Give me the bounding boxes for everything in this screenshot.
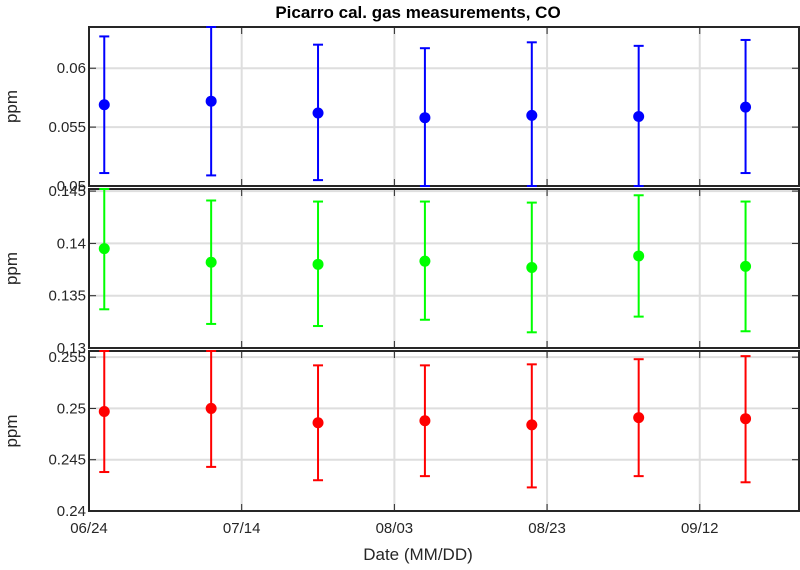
data-point: [98, 243, 110, 255]
data-point: [740, 260, 752, 272]
y-tick-label: 0.145: [48, 183, 86, 200]
panel-3: 0.24 0.245 0.25 0.255 ppm: [2, 349, 800, 520]
data-point: [633, 250, 645, 262]
data-point: [526, 109, 538, 121]
data-point: [205, 402, 217, 414]
data-point: [98, 99, 110, 111]
data-point: [740, 413, 752, 425]
y-axis-label: ppm: [2, 90, 21, 123]
data-point: [526, 261, 538, 273]
plot-area: [89, 189, 799, 348]
x-tick-label: 06/24: [70, 520, 108, 537]
y-tick-label: 0.24: [57, 503, 86, 520]
plot-frame: [88, 26, 800, 187]
data-point: [419, 415, 431, 427]
data-point: [205, 95, 217, 107]
x-tick-label: 09/12: [681, 520, 719, 537]
y-axis-label: ppm: [2, 414, 21, 447]
y-tick-label: 0.135: [48, 288, 86, 305]
x-axis-label: Date (MM/DD): [363, 545, 473, 564]
y-axis-label: ppm: [2, 252, 21, 285]
y-tick-label: 0.25: [57, 400, 86, 417]
y-tick-label: 0.14: [57, 235, 86, 252]
data-point: [312, 258, 324, 270]
data-point: [633, 412, 645, 424]
x-tick-label: 08/23: [528, 520, 566, 537]
data-point: [419, 112, 431, 124]
data-point: [98, 406, 110, 418]
plot-frame: [88, 188, 800, 349]
x-tick-label: 07/14: [223, 520, 261, 537]
y-tick-label: 0.055: [48, 119, 86, 136]
x-axis-ticks: 06/24 07/14 08/03 08/23 09/12: [70, 520, 718, 537]
plot-area: [89, 351, 799, 511]
y-tick-label: 0.245: [48, 452, 86, 469]
data-point: [419, 255, 431, 267]
y-tick-label: 0.255: [48, 349, 86, 366]
data-point: [205, 256, 217, 268]
panel-2: 0.13 0.135 0.14 0.145 ppm: [2, 183, 800, 357]
y-tick-label: 0.13: [57, 340, 86, 357]
panels: 0.050.0550.06ppm0.130.1350.140.145ppm0.2…: [2, 26, 800, 520]
data-point: [526, 419, 538, 431]
data-point: [312, 107, 324, 119]
data-point: [312, 417, 324, 429]
chart-title: Picarro cal. gas measurements, CO: [275, 3, 560, 22]
data-point: [740, 101, 752, 113]
plot-frame: [88, 350, 800, 512]
plot-area: [89, 27, 799, 186]
data-point: [633, 111, 645, 123]
y-tick-label: 0.05: [57, 178, 86, 195]
y-tick-label: 0.06: [57, 60, 86, 77]
panel-1: 0.05 0.055 0.06 ppm: [2, 26, 800, 195]
x-tick-label: 08/03: [376, 520, 414, 537]
